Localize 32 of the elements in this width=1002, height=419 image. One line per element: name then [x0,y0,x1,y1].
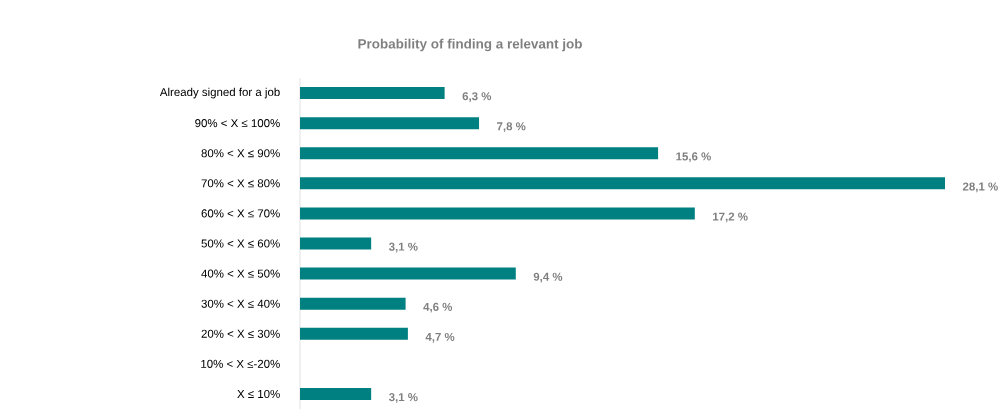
y-tick-label: 90% < X ≤ 100% [195,119,280,128]
bar [300,207,695,220]
bar [300,267,516,280]
data-label: 3,1 % [388,242,418,253]
y-tick-label: 30% < X ≤ 40% [201,299,280,308]
bar [300,177,946,190]
data-label: 15,6 % [676,152,711,163]
bar [300,237,372,250]
y-tick-label: 40% < X ≤ 50% [201,269,280,278]
bar [300,387,372,400]
chart-title: Probability of finding a relevant job [358,38,582,52]
y-tick-label: X ≤ 10% [237,389,280,399]
bar [300,327,408,340]
data-label: 6,3 % [462,92,492,102]
y-tick-label: Already signed for a job [159,87,280,99]
data-label: 9,4 % [533,272,563,283]
data-label: 3,1 % [388,393,418,403]
y-tick-label: 80% < X ≤ 90% [201,149,280,158]
y-tick-label: 60% < X ≤ 70% [201,209,280,218]
data-label: 17,2 % [713,212,748,223]
data-label: 4,6 % [423,302,453,313]
y-tick-label: 50% < X ≤ 60% [201,239,280,248]
y-tick-label: 10% < X ≤-20% [201,359,280,368]
bar [300,87,445,100]
bar [300,297,406,310]
bar [300,147,659,160]
y-tick-label: 70% < X ≤ 80% [201,179,280,188]
data-label: 7,8 % [497,122,526,133]
data-label: 4,7 % [425,332,455,343]
data-label: 28,1 % [962,182,998,193]
bar [300,117,480,130]
y-tick-label: 20% < X ≤ 30% [201,329,280,338]
